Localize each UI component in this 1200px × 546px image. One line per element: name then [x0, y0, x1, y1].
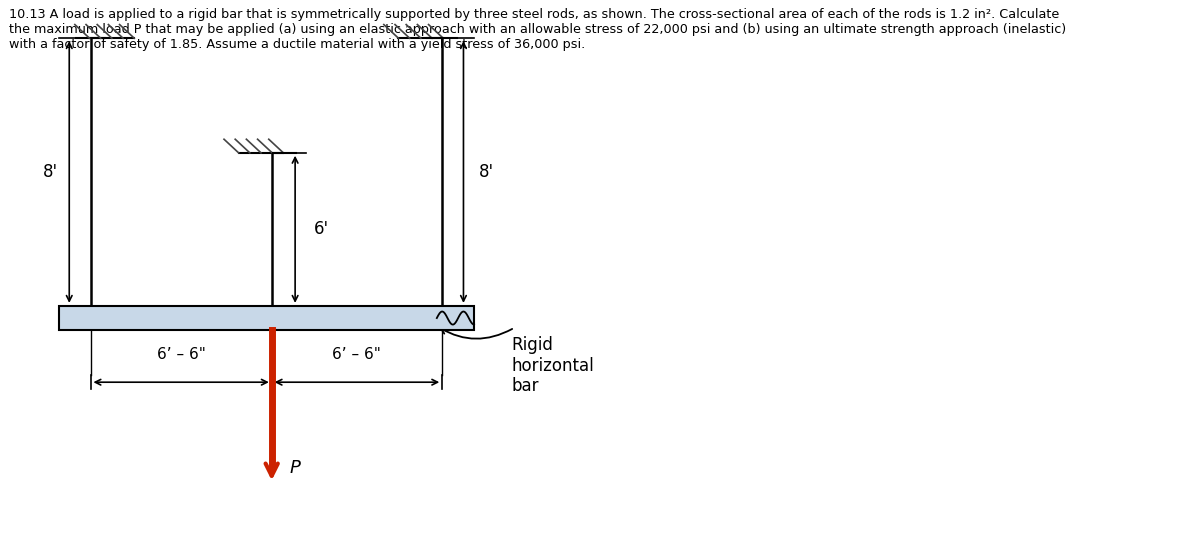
Text: 8': 8': [42, 163, 58, 181]
Text: 8': 8': [479, 163, 494, 181]
Text: $P$: $P$: [289, 459, 301, 477]
Text: Rigid
horizontal
bar: Rigid horizontal bar: [511, 336, 594, 395]
Bar: [59, 306, 474, 330]
Text: 6’ – 6": 6’ – 6": [332, 347, 382, 363]
Text: 6’ – 6": 6’ – 6": [157, 347, 205, 363]
Text: 6': 6': [314, 221, 329, 238]
Text: 10.13 A load is applied to a rigid bar that is symmetrically supported by three : 10.13 A load is applied to a rigid bar t…: [8, 8, 1066, 51]
